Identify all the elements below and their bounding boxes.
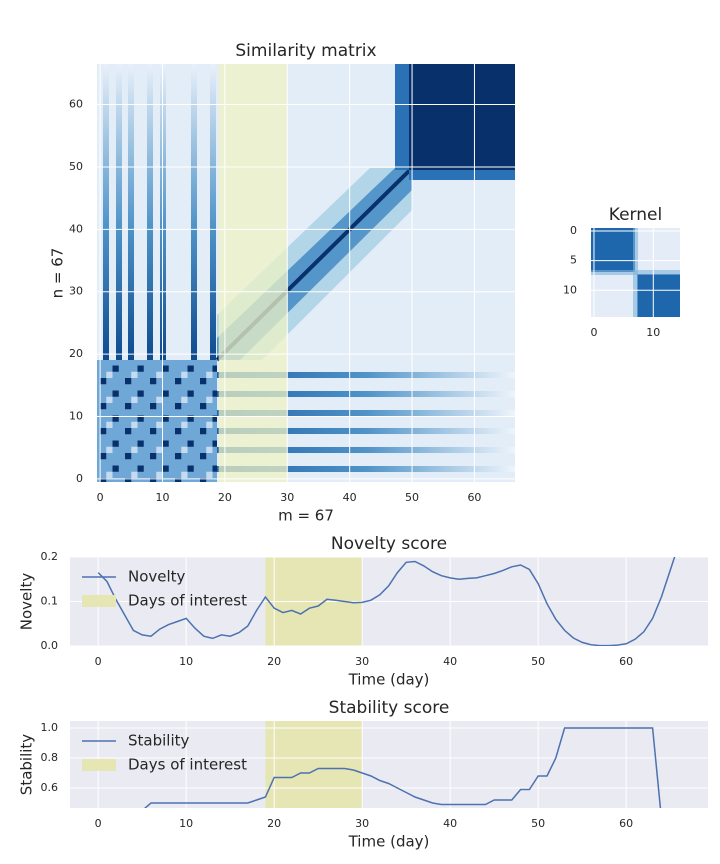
kernel-image bbox=[591, 228, 680, 317]
x-axis-label: Time (day) bbox=[348, 671, 430, 689]
y-tick-label: 5 bbox=[570, 254, 577, 267]
x-tick-label: 50 bbox=[531, 817, 545, 830]
line bbox=[143, 727, 662, 808]
y-tick-label: 0 bbox=[570, 224, 577, 237]
x-tick-label: 60 bbox=[619, 655, 633, 668]
x-tick-label: 50 bbox=[531, 655, 545, 668]
x-tick-label: 30 bbox=[355, 655, 369, 668]
legend-label: Stability bbox=[128, 732, 190, 750]
y-tick-label: 10 bbox=[69, 409, 83, 422]
y-tick-label: 40 bbox=[69, 222, 83, 235]
y-tick-label: 0.2 bbox=[41, 550, 59, 563]
x-tick-label: 10 bbox=[179, 817, 193, 830]
plot-background bbox=[70, 721, 708, 808]
x-axis-label: m = 67 bbox=[278, 507, 334, 525]
y-tick-label: 0.0 bbox=[41, 639, 59, 652]
x-tick-label: 0 bbox=[590, 326, 597, 339]
x-tick-label: 0 bbox=[95, 817, 102, 830]
series-group bbox=[97, 557, 676, 646]
similarity-image bbox=[97, 64, 515, 482]
x-tick-label: 60 bbox=[619, 817, 633, 830]
chart-title: Kernel bbox=[609, 205, 662, 225]
x-tick-label: 30 bbox=[355, 817, 369, 830]
y-tick-label: 20 bbox=[69, 347, 83, 360]
span bbox=[218, 64, 288, 482]
span bbox=[265, 721, 363, 808]
legend-label: Days of interest bbox=[128, 756, 247, 774]
y-tick-label: 50 bbox=[69, 160, 83, 173]
x-tick-label: 10 bbox=[156, 491, 170, 504]
y-axis-label: Novelty bbox=[18, 573, 36, 631]
y-tick-label: 10 bbox=[563, 283, 577, 296]
x-tick-label: 0 bbox=[97, 491, 104, 504]
x-tick-label: 40 bbox=[443, 817, 457, 830]
chart-title: Novelty score bbox=[331, 534, 447, 554]
legend-label: Days of interest bbox=[128, 592, 247, 610]
y-tick-label: 0.8 bbox=[41, 751, 59, 764]
y-axis-label: n = 67 bbox=[49, 248, 67, 299]
x-tick-label: 30 bbox=[280, 491, 294, 504]
y-tick-label: 0.1 bbox=[41, 595, 59, 608]
x-tick-label: 20 bbox=[218, 491, 232, 504]
legend-patch bbox=[82, 595, 116, 607]
y-tick-label: 60 bbox=[69, 98, 83, 111]
y-tick-label: 1.0 bbox=[41, 721, 59, 734]
x-tick-label: 50 bbox=[405, 491, 419, 504]
x-tick-label: 10 bbox=[179, 655, 193, 668]
x-tick-label: 40 bbox=[343, 491, 357, 504]
y-tick-label: 0 bbox=[76, 472, 83, 485]
legend-patch bbox=[82, 759, 116, 771]
x-tick-label: 0 bbox=[95, 655, 102, 668]
x-tick-label: 20 bbox=[267, 817, 281, 830]
line bbox=[97, 557, 676, 646]
x-tick-label: 20 bbox=[267, 655, 281, 668]
legend-label: Novelty bbox=[128, 568, 186, 586]
chart-title: Similarity matrix bbox=[235, 41, 376, 61]
x-axis-label: Time (day) bbox=[348, 833, 430, 851]
y-tick-label: 30 bbox=[69, 285, 83, 298]
series-group bbox=[143, 727, 662, 808]
x-tick-label: 10 bbox=[646, 326, 660, 339]
x-tick-label: 40 bbox=[443, 655, 457, 668]
y-axis-label: Stability bbox=[18, 734, 36, 796]
y-tick-label: 0.6 bbox=[41, 781, 59, 794]
x-tick-label: 60 bbox=[467, 491, 481, 504]
chart-title: Stability score bbox=[329, 698, 450, 718]
